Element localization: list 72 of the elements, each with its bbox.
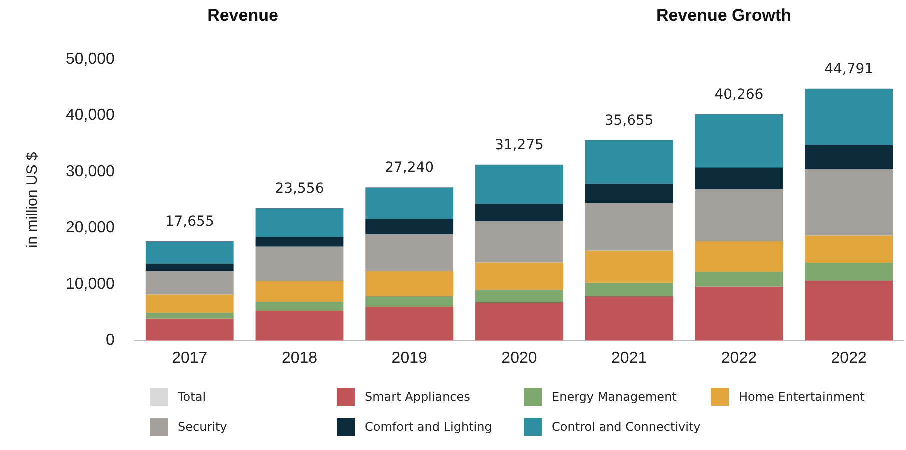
legend-label: Smart Appliances: [365, 390, 470, 404]
bar: [476, 221, 564, 263]
bar: [146, 318, 234, 341]
x-tick-label: 2018: [282, 350, 318, 367]
x-tick-label: 2021: [612, 350, 648, 367]
y-tick-label: 50,000: [66, 51, 116, 68]
bar: [146, 294, 234, 313]
bar: [585, 203, 674, 251]
bar: [256, 246, 344, 282]
legend-label: Comfort and Lighting: [365, 420, 492, 434]
y-tick-label: 30,000: [66, 163, 116, 180]
y-tick-label: 0: [106, 332, 116, 350]
bar: [805, 236, 894, 263]
total-label: 31,275: [494, 138, 544, 154]
total-label: 17,655: [165, 214, 214, 230]
y-axis-title: in million US $: [24, 152, 42, 248]
bar: [585, 250, 674, 283]
bar: [585, 282, 674, 296]
bar: [695, 188, 784, 242]
bar: [366, 307, 454, 341]
chart-subtitle: Revenue Growth: [656, 6, 792, 26]
total-label: 27,240: [385, 160, 434, 176]
bar: [695, 272, 784, 287]
total-label: 40,266: [714, 86, 764, 103]
bar: [476, 262, 564, 290]
chart-title: Revenue: [208, 6, 278, 26]
bar: [476, 302, 564, 341]
bar: [585, 296, 674, 341]
bar: [805, 262, 894, 281]
bar: [256, 237, 344, 247]
bar: [805, 280, 894, 341]
bar: [805, 88, 894, 146]
bar: [256, 302, 344, 311]
x-tick-label: 2020: [502, 350, 538, 367]
bar: [695, 241, 784, 272]
bar: [805, 145, 894, 170]
legend-label: Control and Connectivity: [552, 420, 701, 434]
total-label: 44,791: [824, 62, 874, 78]
x-tick-label: 2017: [172, 350, 208, 367]
x-tick-label: 2022: [831, 350, 867, 367]
bar: [146, 242, 234, 264]
bar: [366, 234, 454, 272]
legend-label: Energy Management: [552, 390, 677, 404]
bar: [366, 188, 454, 220]
y-tick-label: 40,000: [66, 107, 116, 124]
total-label: 23,556: [275, 180, 324, 197]
bar: [695, 168, 784, 189]
bar: [476, 204, 564, 222]
bar: [146, 271, 234, 295]
bar: [366, 296, 454, 308]
x-tick-label: 2022: [721, 350, 758, 367]
y-tick-label: 10,000: [66, 276, 116, 293]
bar: [695, 114, 784, 168]
bar: [256, 281, 344, 302]
bar: [476, 164, 564, 204]
bar: [366, 219, 454, 235]
bar: [256, 310, 344, 341]
bar: [146, 264, 234, 272]
bar: [585, 140, 674, 184]
bar: [146, 312, 234, 319]
y-tick-label: 20,000: [66, 220, 116, 237]
bar: [476, 290, 564, 303]
bar: [366, 271, 454, 296]
legend-label: Security: [178, 420, 228, 434]
total-label: 35,655: [604, 112, 654, 129]
legend-label: Total: [178, 390, 206, 404]
x-tick-label: 2019: [392, 350, 428, 367]
bar: [805, 169, 894, 236]
bar: [256, 208, 344, 238]
legend-label: Home Entertainment: [739, 390, 865, 404]
bar: [585, 184, 674, 204]
bar: [695, 286, 784, 341]
